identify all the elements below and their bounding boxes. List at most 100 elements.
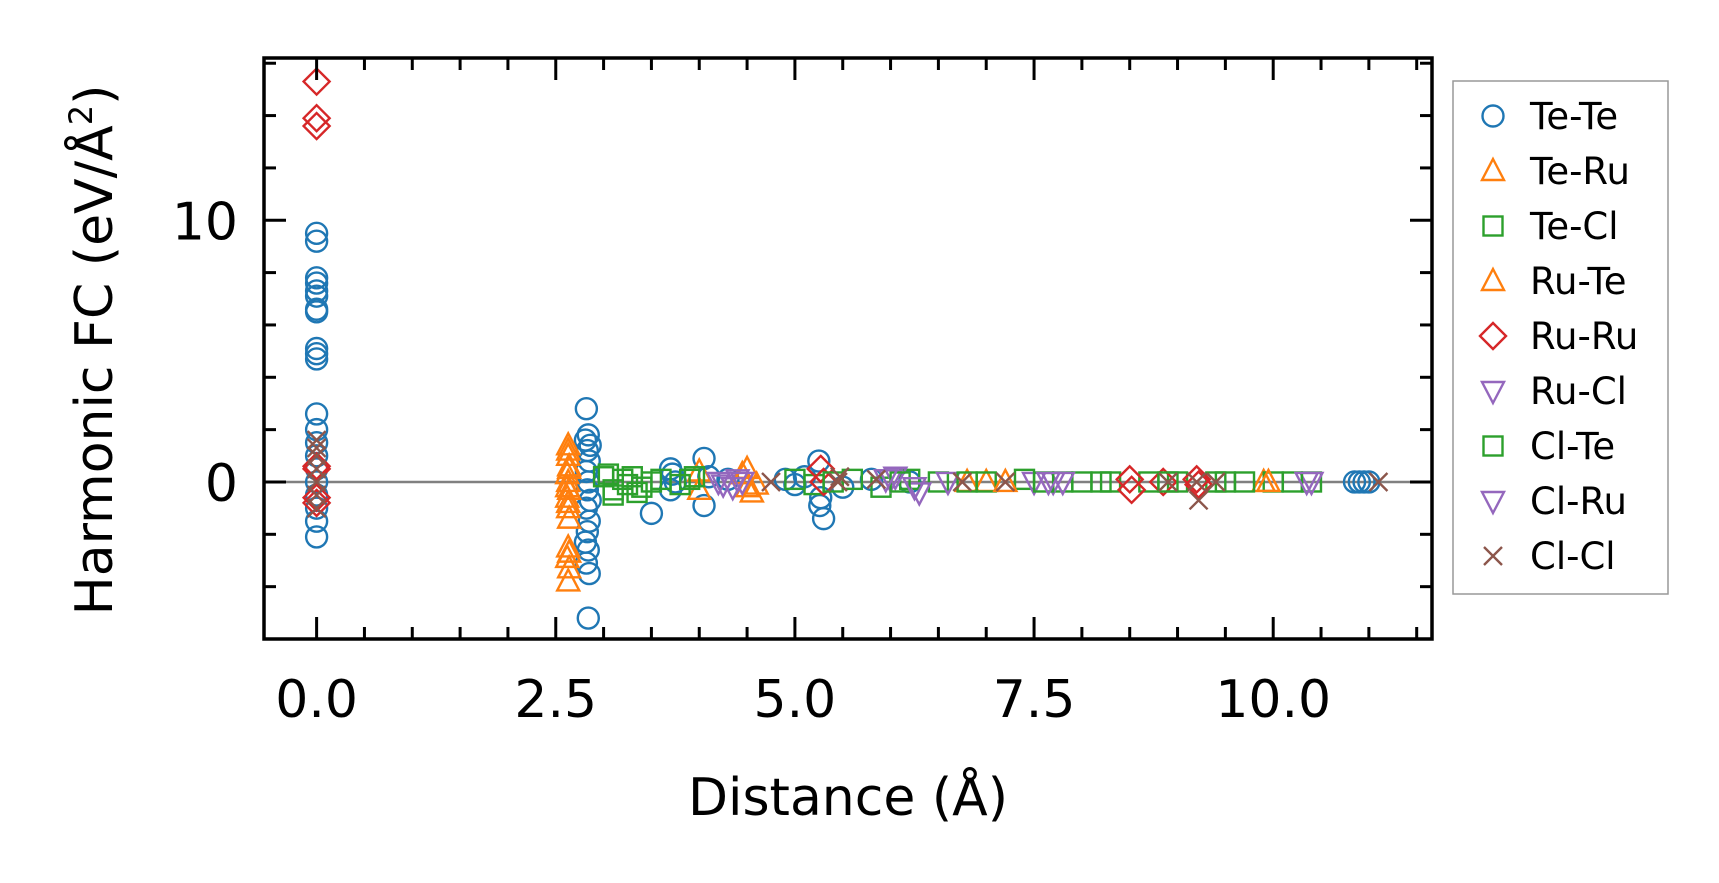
data-point [822,471,844,493]
data-point [576,606,600,630]
data-point [306,438,327,458]
data-point [1158,472,1178,492]
data-point [1090,471,1112,493]
series-cl-cl [306,430,1389,518]
legend-label: Te-Cl [1529,205,1619,248]
axes: 0.0 2.5 5.0 7.5 10.0 0 10 [172,56,1434,730]
legend-marker [1480,156,1506,182]
y-axis-label: Harmonic FC (eV/Å2) [62,85,125,616]
data-point [1183,469,1214,500]
legend-entry: Ru-Ru [1478,315,1638,358]
data-point [304,336,329,361]
data-point [301,111,332,141]
data-point [306,430,327,450]
legend-label: Ru-Cl [1530,370,1627,413]
data-point [304,470,329,494]
data-point [1181,464,1212,495]
legend-label: Cl-Te [1530,425,1615,468]
data-point [1205,472,1226,492]
data-point [811,506,836,531]
legend-label: Cl-Cl [1530,535,1616,578]
legend-label: Te-Ru [1529,150,1630,193]
data-point [1049,471,1076,497]
data-point [952,472,973,492]
data-point [729,471,756,497]
legend-entry: Te-Te [1481,95,1618,138]
data-point [301,482,332,513]
data-point [576,538,600,562]
series-ru-ru [301,66,1214,518]
data-point [1186,472,1207,492]
data-point [1368,472,1389,492]
x-axis-label: Distance (Å) [688,766,1008,828]
data-point [901,477,928,502]
data-point [1255,467,1282,493]
legend-entry: Te-Cl [1482,205,1619,248]
data-point [639,501,664,526]
legend-marker [1480,380,1506,406]
data-point [934,471,961,497]
plot-area [264,66,1432,630]
data-point [616,473,639,496]
data-point [992,467,1019,493]
data-point [304,402,329,426]
x-tick-label: 5.0 [754,670,837,730]
data-point [806,454,836,484]
data-point [304,347,329,371]
series-cl-ru [710,469,1320,502]
data-point [575,519,600,544]
data-point [692,493,716,518]
legend-marker [1478,321,1508,351]
data-point [301,488,332,518]
legend-entry: Ru-Te [1480,260,1627,303]
x-tick-label: 2.5 [514,670,597,730]
legend-entry: Cl-Cl [1483,535,1616,578]
data-point [1281,471,1304,493]
legend-entry: Cl-Te [1482,425,1615,468]
data-point [734,454,761,480]
data-point [1115,464,1145,495]
legend-marker [1482,215,1504,237]
legend-label: Te-Te [1529,95,1618,138]
data-point [1293,471,1320,497]
data-point [995,472,1016,492]
data-point [828,472,848,492]
data-point [304,271,329,295]
data-point [306,498,327,518]
data-point [807,449,831,473]
data-point [866,469,887,490]
data-point [556,553,583,579]
legend-label: Ru-Te [1530,260,1627,303]
data-point [301,66,332,97]
data-point [304,284,329,308]
data-point [304,444,329,468]
data-point [678,468,701,491]
legend-entry: Te-Ru [1480,150,1630,193]
data-point [301,103,332,133]
data-point [1035,471,1062,497]
legend: Te-Te Te-Ru Te-Cl Ru-Te Ru-Ru Ru-Cl Cl-Te Cl-Ru… [1452,80,1669,595]
y-axis-label-sup: 2 [62,105,100,125]
data-point [576,423,600,447]
data-point [872,469,899,494]
data-point [304,342,329,366]
legend-label: Cl-Ru [1530,480,1627,523]
data-point [906,482,933,508]
data-point [640,471,663,493]
data-point [578,433,602,458]
data-point [1188,490,1209,511]
data-point [304,300,329,324]
x-tick-label: 0.0 [275,670,358,730]
data-point [555,566,582,592]
legend-marker [1481,104,1505,128]
legend-marker [1480,266,1506,292]
data-point [555,488,582,514]
data-point [956,471,978,493]
legend-entry: Cl-Ru [1480,480,1627,523]
x-tick-label: 10.0 [1215,670,1331,730]
y-axis-label-main: Harmonic FC (eV/Å [63,125,125,616]
legend-entry: Ru-Cl [1480,370,1627,413]
data-point [304,496,329,520]
legend-label: Ru-Ru [1530,315,1638,358]
